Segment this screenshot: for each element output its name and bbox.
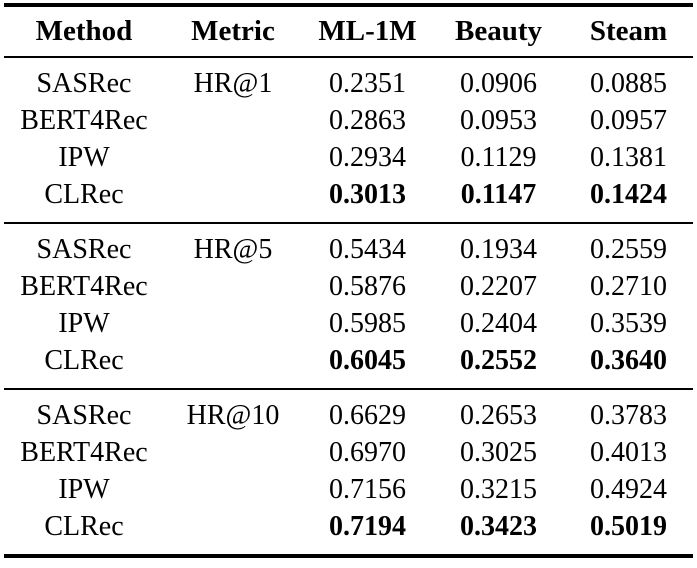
value-cell-beauty: 0.1934 <box>460 233 537 265</box>
metric-cell: HR@10 <box>186 399 280 431</box>
group-hr10: SASRec HR@10 0.6629 0.2653 0.3783 BERT4R… <box>4 389 693 556</box>
value-cell-ml1m: 0.3013 <box>329 178 406 210</box>
value-cell-ml1m: 0.6045 <box>329 344 406 376</box>
metric-cell: HR@5 <box>193 233 273 265</box>
value-cell-beauty: 0.2207 <box>460 270 537 302</box>
column-header-steam: Steam <box>589 15 668 47</box>
column-header-metric: Metric <box>191 15 275 47</box>
metric-cell <box>164 471 302 508</box>
table-header: Method Metric ML-1M Beauty Steam <box>4 5 693 57</box>
value-cell-ml1m: 0.7156 <box>329 473 406 505</box>
results-table: Method Metric ML-1M Beauty Steam SASRec … <box>4 3 693 558</box>
group-hr5: SASRec HR@5 0.5434 0.1934 0.2559 BERT4Re… <box>4 223 693 389</box>
table-row: SASRec HR@1 0.2351 0.0906 0.0885 <box>4 57 693 102</box>
method-cell: BERT4Rec <box>20 436 148 468</box>
value-cell-ml1m: 0.5434 <box>329 233 406 265</box>
value-cell-ml1m: 0.2351 <box>329 67 406 99</box>
value-cell-beauty: 0.2653 <box>460 399 537 431</box>
table-row: IPW 0.2934 0.1129 0.1381 <box>4 139 693 176</box>
value-cell-steam: 0.3539 <box>590 307 667 339</box>
value-cell-beauty: 0.1129 <box>460 141 537 173</box>
value-cell-steam: 0.3783 <box>590 399 667 431</box>
value-cell-ml1m: 0.6629 <box>329 399 406 431</box>
column-header-beauty: Beauty <box>455 15 542 47</box>
metric-cell: HR@1 <box>193 67 273 99</box>
table-row-best: CLRec 0.7194 0.3423 0.5019 <box>4 508 693 556</box>
metric-cell <box>164 342 302 389</box>
table-row: BERT4Rec 0.5876 0.2207 0.2710 <box>4 268 693 305</box>
value-cell-beauty: 0.3215 <box>460 473 537 505</box>
value-cell-beauty: 0.2552 <box>460 344 537 376</box>
method-cell: IPW <box>58 473 110 505</box>
value-cell-ml1m: 0.6970 <box>329 436 406 468</box>
method-cell: SASRec <box>36 233 132 265</box>
group-hr1: SASRec HR@1 0.2351 0.0906 0.0885 BERT4Re… <box>4 57 693 223</box>
metric-cell <box>164 102 302 139</box>
table-row: IPW 0.5985 0.2404 0.3539 <box>4 305 693 342</box>
value-cell-steam: 0.4924 <box>590 473 667 505</box>
value-cell-beauty: 0.3423 <box>460 510 537 542</box>
value-cell-steam: 0.0957 <box>590 104 667 136</box>
method-cell: CLRec <box>44 510 124 542</box>
column-header-ml1m: ML-1M <box>318 15 417 47</box>
metric-cell <box>164 268 302 305</box>
value-cell-beauty: 0.0953 <box>460 104 537 136</box>
metric-cell <box>164 508 302 556</box>
column-header-method: Method <box>35 15 133 47</box>
method-cell: SASRec <box>36 67 132 99</box>
value-cell-steam: 0.1424 <box>590 178 667 210</box>
value-cell-steam: 0.0885 <box>590 67 667 99</box>
metric-cell <box>164 139 302 176</box>
method-cell: IPW <box>58 141 110 173</box>
header-row: Method Metric ML-1M Beauty Steam <box>4 5 693 57</box>
value-cell-steam: 0.5019 <box>590 510 667 542</box>
value-cell-ml1m: 0.5985 <box>329 307 406 339</box>
metric-cell <box>164 176 302 223</box>
value-cell-steam: 0.4013 <box>590 436 667 468</box>
metric-cell <box>164 434 302 471</box>
value-cell-ml1m: 0.2863 <box>329 104 406 136</box>
method-cell: SASRec <box>36 399 132 431</box>
value-cell-beauty: 0.3025 <box>460 436 537 468</box>
table-row-best: CLRec 0.3013 0.1147 0.1424 <box>4 176 693 223</box>
method-cell: BERT4Rec <box>20 104 148 136</box>
value-cell-beauty: 0.2404 <box>460 307 537 339</box>
value-cell-beauty: 0.0906 <box>460 67 537 99</box>
table-row-best: CLRec 0.6045 0.2552 0.3640 <box>4 342 693 389</box>
method-cell: BERT4Rec <box>20 270 148 302</box>
value-cell-steam: 0.1381 <box>590 141 667 173</box>
value-cell-ml1m: 0.7194 <box>329 510 406 542</box>
value-cell-steam: 0.2559 <box>590 233 667 265</box>
table-row: BERT4Rec 0.6970 0.3025 0.4013 <box>4 434 693 471</box>
method-cell: CLRec <box>44 178 124 210</box>
table-row: SASRec HR@5 0.5434 0.1934 0.2559 <box>4 223 693 268</box>
method-cell: IPW <box>58 307 110 339</box>
table-row: BERT4Rec 0.2863 0.0953 0.0957 <box>4 102 693 139</box>
value-cell-steam: 0.2710 <box>590 270 667 302</box>
metric-cell <box>164 305 302 342</box>
table-row: SASRec HR@10 0.6629 0.2653 0.3783 <box>4 389 693 434</box>
table-row: IPW 0.7156 0.3215 0.4924 <box>4 471 693 508</box>
value-cell-beauty: 0.1147 <box>460 178 537 210</box>
value-cell-ml1m: 0.2934 <box>329 141 406 173</box>
method-cell: CLRec <box>44 344 124 376</box>
value-cell-steam: 0.3640 <box>590 344 667 376</box>
value-cell-ml1m: 0.5876 <box>329 270 406 302</box>
